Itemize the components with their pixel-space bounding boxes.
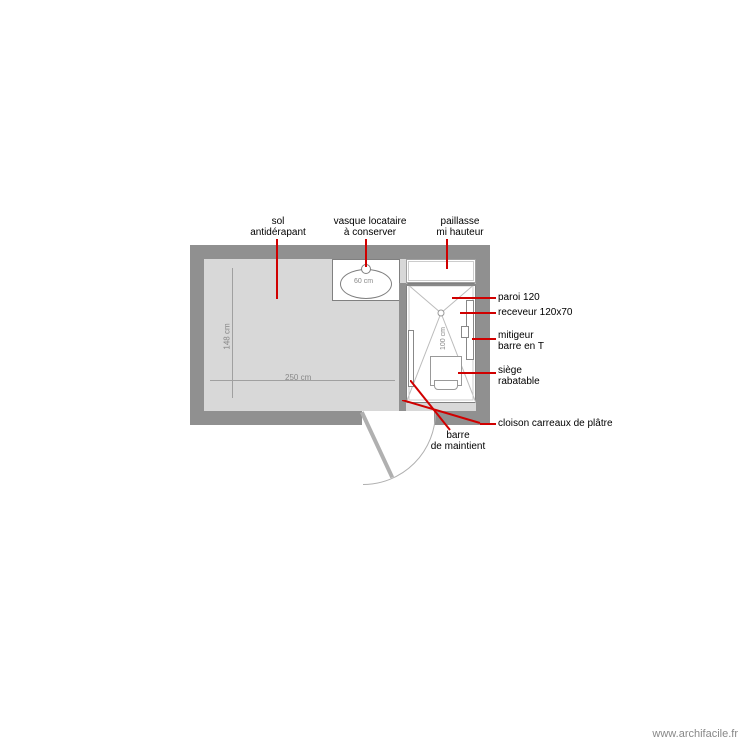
leader-sol <box>276 239 278 299</box>
paillasse-inner <box>408 261 474 281</box>
label-cloison: cloison carreaux de plâtre <box>498 418 638 429</box>
leader-mitigeur <box>472 338 496 340</box>
leader-paroi <box>452 297 496 299</box>
leader-cloison-h <box>480 423 496 425</box>
label-paroi: paroi 120 <box>498 292 540 303</box>
label-sol: sol antidérapant <box>238 216 318 238</box>
label-paillasse: paillasse mi hauteur <box>420 216 500 238</box>
sink-dim: 60 cm <box>354 278 373 285</box>
floorplan-canvas: 60 cm 250 cm 148 cm 100 cm sol antidérap… <box>0 0 750 750</box>
dim-height: 148 cm <box>223 323 232 349</box>
leader-siege <box>458 372 496 374</box>
watermark: www.archifacile.fr <box>652 728 738 740</box>
paroi-120 <box>406 284 476 286</box>
label-vasque: vasque locataire à conserver <box>320 216 420 238</box>
partition-cloison <box>399 283 406 411</box>
dim-height-line <box>232 268 233 398</box>
leader-paillasse <box>446 239 448 269</box>
label-mitigeur: mitigeur barre en T <box>498 330 544 352</box>
grab-bar <box>408 330 414 387</box>
dim-width: 250 cm <box>285 373 311 382</box>
label-barre: barre de maintient <box>418 430 498 452</box>
leader-receveur <box>460 312 496 314</box>
mitigeur-head <box>461 326 469 338</box>
leader-barre <box>410 380 460 432</box>
dim-shower-h: 100 cm <box>440 327 447 350</box>
leader-vasque <box>365 239 367 267</box>
label-receveur: receveur 120x70 <box>498 307 573 318</box>
label-siege: siège rabatable <box>498 365 540 387</box>
